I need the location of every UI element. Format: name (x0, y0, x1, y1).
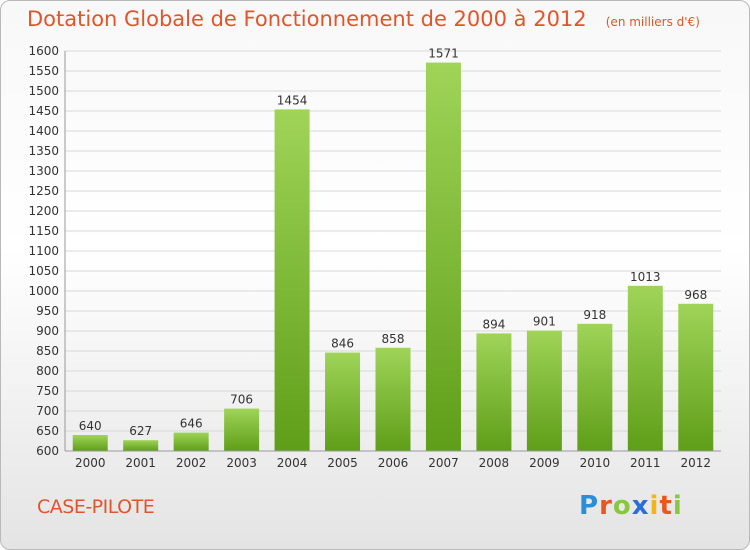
data-label-2004: 1454 (277, 93, 308, 107)
x-tick-label-2000: 2000 (75, 456, 106, 470)
bar-2008 (476, 333, 512, 451)
x-tick-label-2001: 2001 (125, 456, 156, 470)
x-tick-label-2007: 2007 (428, 456, 459, 470)
proxiti-logo: Proxiti (579, 491, 683, 521)
data-label-2003: 706 (230, 393, 253, 407)
data-label-2001: 627 (129, 424, 152, 438)
commune-name: CASE-PILOTE (37, 496, 155, 518)
x-tick-label-2005: 2005 (327, 456, 358, 470)
x-tick-label-2010: 2010 (580, 456, 611, 470)
x-tick-label-2004: 2004 (277, 456, 308, 470)
data-label-2007: 1571 (428, 47, 459, 61)
bar-2009 (526, 330, 562, 451)
data-label-2002: 646 (180, 417, 203, 431)
bar-2012 (678, 303, 714, 451)
bar-2003 (224, 408, 260, 451)
chart-header: Dotation Globale de Fonctionnement de 20… (27, 7, 700, 31)
y-tick-label: 1250 (28, 184, 59, 198)
y-tick-label: 1300 (28, 164, 59, 178)
bar-2006 (375, 347, 411, 451)
bar-2000 (72, 435, 108, 451)
y-tick-label: 850 (36, 344, 59, 358)
bar-2007 (425, 62, 461, 451)
x-tick-label-2006: 2006 (378, 456, 409, 470)
y-tick-label: 1600 (28, 44, 59, 58)
y-tick-label: 1350 (28, 144, 59, 158)
y-tick-label: 800 (36, 364, 59, 378)
y-tick-label: 750 (36, 384, 59, 398)
x-tick-label-2009: 2009 (529, 456, 560, 470)
y-tick-label: 600 (36, 444, 59, 458)
x-tick-label-2002: 2002 (176, 456, 207, 470)
data-label-2006: 858 (382, 332, 405, 346)
bar-2001 (123, 440, 159, 451)
y-tick-label: 950 (36, 304, 59, 318)
data-label-2011: 1013 (630, 270, 661, 284)
data-label-2000: 640 (79, 419, 102, 433)
y-tick-label: 1450 (28, 104, 59, 118)
y-tick-label: 1400 (28, 124, 59, 138)
y-tick-label: 1000 (28, 284, 59, 298)
bar-2010 (577, 323, 613, 451)
data-label-2010: 918 (583, 308, 606, 322)
x-tick-label-2012: 2012 (680, 456, 711, 470)
y-tick-label: 700 (36, 404, 59, 418)
data-label-2009: 901 (533, 315, 556, 329)
bar-2002 (173, 432, 209, 451)
y-tick-label: 1500 (28, 84, 59, 98)
x-tick-label-2011: 2011 (630, 456, 661, 470)
data-label-2012: 968 (684, 288, 707, 302)
y-tick-label: 1200 (28, 204, 59, 218)
y-tick-label: 1100 (28, 244, 59, 258)
bar-2011 (627, 285, 663, 451)
bar-2004 (274, 109, 310, 452)
data-label-2008: 894 (482, 317, 505, 331)
chart-title: Dotation Globale de Fonctionnement de 20… (27, 7, 587, 31)
y-tick-label: 650 (36, 424, 59, 438)
bar-2005 (325, 352, 361, 451)
y-tick-label: 1050 (28, 264, 59, 278)
chart-unit: (en milliers d'€) (605, 15, 700, 29)
y-tick-label: 900 (36, 324, 59, 338)
data-label-2005: 846 (331, 337, 354, 351)
x-tick-label-2008: 2008 (479, 456, 510, 470)
y-tick-label: 1550 (28, 64, 59, 78)
y-tick-label: 1150 (28, 224, 59, 238)
x-tick-label-2003: 2003 (226, 456, 257, 470)
